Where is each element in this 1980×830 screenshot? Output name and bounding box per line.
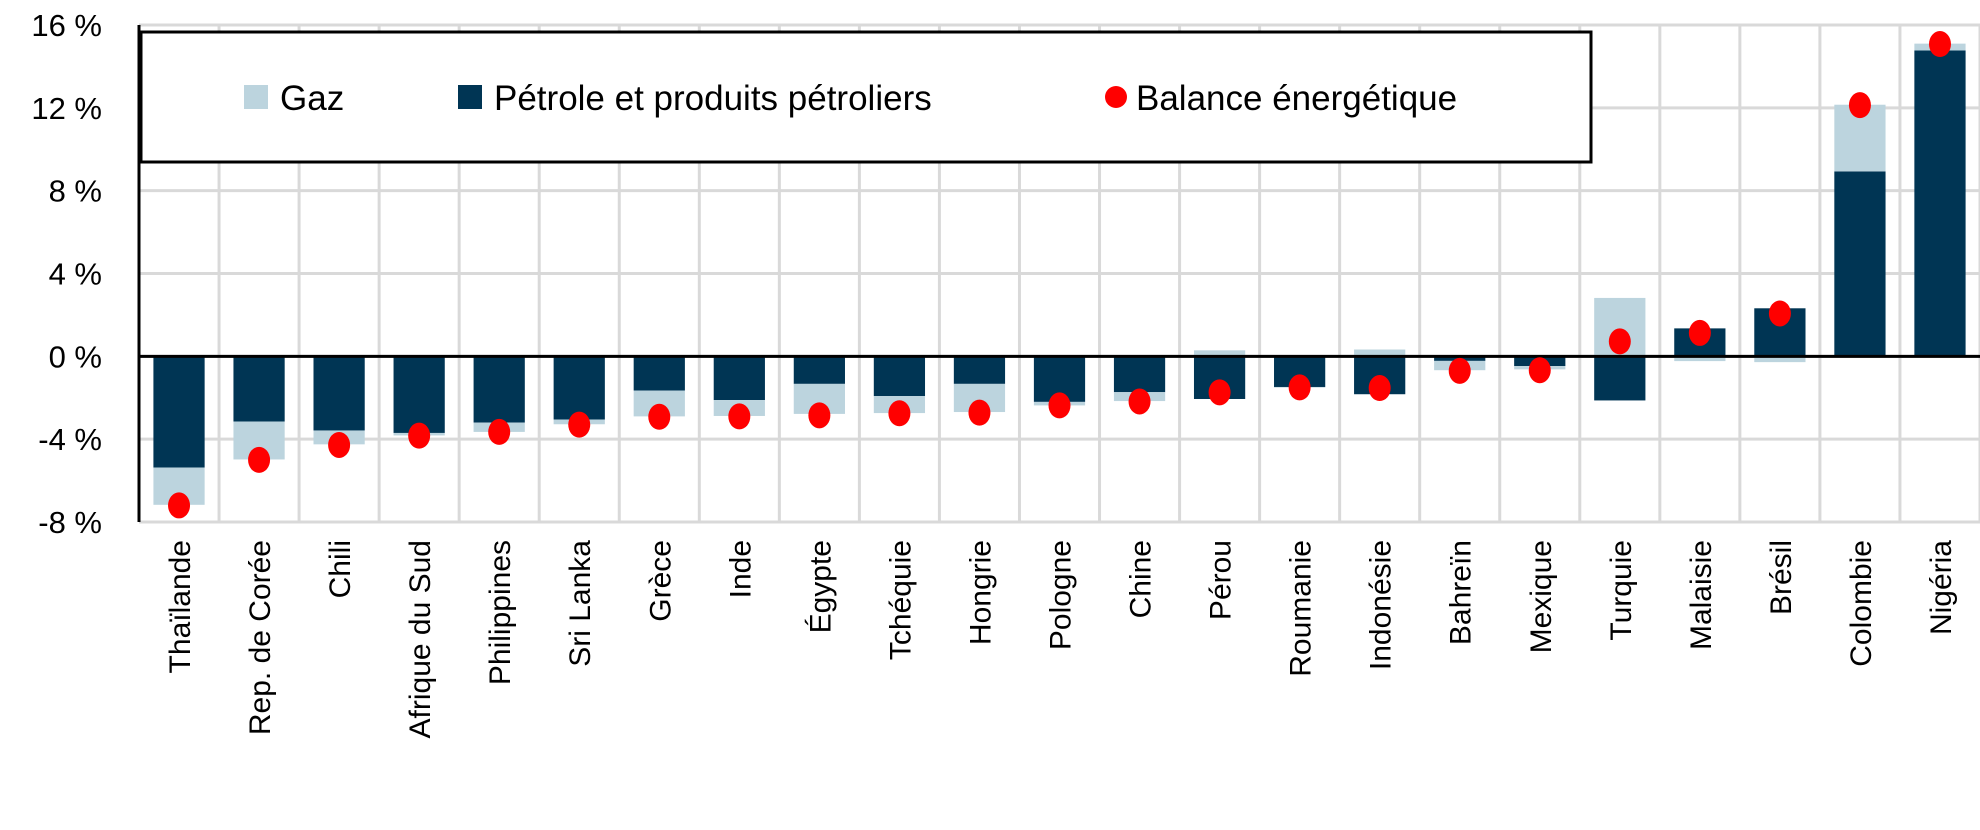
balance-point xyxy=(168,492,191,519)
bar-petrole xyxy=(473,356,525,423)
y-tick-label: 16 % xyxy=(31,8,102,43)
x-tick-label: Brésil xyxy=(1765,540,1798,615)
legend-label-balance: Balance énergétique xyxy=(1136,79,1457,118)
legend-swatch-petrole xyxy=(458,85,482,109)
bar-petrole xyxy=(1834,171,1886,357)
bars xyxy=(153,43,1966,505)
x-tick-label: Hongrie xyxy=(964,540,997,645)
x-tick-label: Nigéria xyxy=(1925,540,1958,635)
bar-petrole xyxy=(153,356,205,468)
bar-petrole xyxy=(953,356,1006,384)
bar-petrole xyxy=(1914,50,1966,357)
balance-points xyxy=(168,31,1951,519)
x-tick-label: Afrique du Sud xyxy=(404,540,437,738)
bar-petrole xyxy=(233,356,285,422)
bar-petrole xyxy=(873,356,926,397)
balance-point xyxy=(1448,357,1471,384)
bar-petrole xyxy=(553,356,605,420)
balance-point xyxy=(248,446,271,473)
bar-petrole xyxy=(1113,356,1166,393)
y-tick-label: -8 % xyxy=(38,505,102,540)
x-tick-label: Turquie xyxy=(1605,540,1638,641)
x-tick-label: Sri Lanka xyxy=(564,540,597,667)
x-tick-label: Bahreïn xyxy=(1445,540,1478,645)
balance-point xyxy=(328,431,351,458)
x-tick-label: Thaïlande xyxy=(164,540,197,673)
y-tick-label: 12 % xyxy=(31,91,102,126)
x-tick-label: Rep. de Corée xyxy=(244,540,277,735)
balance-point xyxy=(568,411,591,438)
balance-point xyxy=(1768,300,1791,327)
bar-petrole xyxy=(1594,356,1646,401)
legend: Gaz Pétrole et produits pétroliers Balan… xyxy=(139,30,1593,164)
balance-point xyxy=(1128,388,1151,415)
x-tick-label: Mexique xyxy=(1525,540,1558,653)
x-tick-label: Malaisie xyxy=(1685,540,1718,650)
bar-petrole xyxy=(793,356,845,384)
x-tick-label: Chili xyxy=(324,540,357,598)
x-tick-label: Égypte xyxy=(804,540,837,633)
x-tick-label: Philippines xyxy=(484,540,517,685)
balance-point xyxy=(1848,92,1871,119)
balance-point xyxy=(1208,379,1231,406)
y-tick-label: -4 % xyxy=(38,422,102,457)
bar-gaz xyxy=(1193,350,1246,357)
balance-point xyxy=(1928,31,1951,58)
x-tick-label: Grèce xyxy=(644,540,677,622)
bar-gaz xyxy=(1354,349,1406,357)
x-tick-label: Indonésie xyxy=(1365,540,1398,670)
balance-point xyxy=(888,400,911,427)
legend-marker-balance xyxy=(1105,86,1127,108)
bar-gaz xyxy=(1674,356,1726,362)
balance-point xyxy=(1528,357,1551,384)
bar-petrole xyxy=(633,356,685,391)
balance-point xyxy=(728,403,751,430)
y-tick-label: 4 % xyxy=(49,257,102,292)
x-tick-label: Pologne xyxy=(1045,540,1078,650)
y-tick-label: 8 % xyxy=(49,174,102,209)
balance-point xyxy=(488,418,511,445)
balance-point xyxy=(1368,375,1391,402)
x-tick-label: Tchéquie xyxy=(884,540,917,660)
legend-label-petrole: Pétrole et produits pétroliers xyxy=(494,79,932,118)
balance-point xyxy=(1048,392,1071,419)
balance-point xyxy=(968,399,991,426)
x-tick-label: Roumanie xyxy=(1285,540,1318,677)
legend-swatch-gaz xyxy=(244,85,268,109)
balance-point xyxy=(1288,374,1311,401)
legend-label-gaz: Gaz xyxy=(280,79,344,118)
balance-point xyxy=(408,422,431,449)
balance-point xyxy=(1608,328,1631,355)
balance-point xyxy=(1688,319,1711,346)
bar-petrole xyxy=(393,356,445,433)
x-tick-labels: Thaïlande Rep. de Corée Chili Afrique du Su… xyxy=(164,540,1958,739)
legend-box xyxy=(139,30,1593,164)
bar-gaz xyxy=(1754,356,1806,363)
x-tick-label: Inde xyxy=(724,540,757,598)
x-tick-label: Chine xyxy=(1125,540,1158,618)
y-tick-labels: -8 % -4 % 0 % 4 % 8 % 12 % 16 % xyxy=(31,8,102,540)
bar-petrole xyxy=(313,356,365,431)
balance-point xyxy=(648,403,671,430)
y-tick-label: 0 % xyxy=(49,339,102,374)
x-tick-label: Colombie xyxy=(1845,540,1878,667)
bar-petrole xyxy=(713,356,765,401)
balance-point xyxy=(808,402,831,429)
x-tick-label: Pérou xyxy=(1205,540,1238,620)
